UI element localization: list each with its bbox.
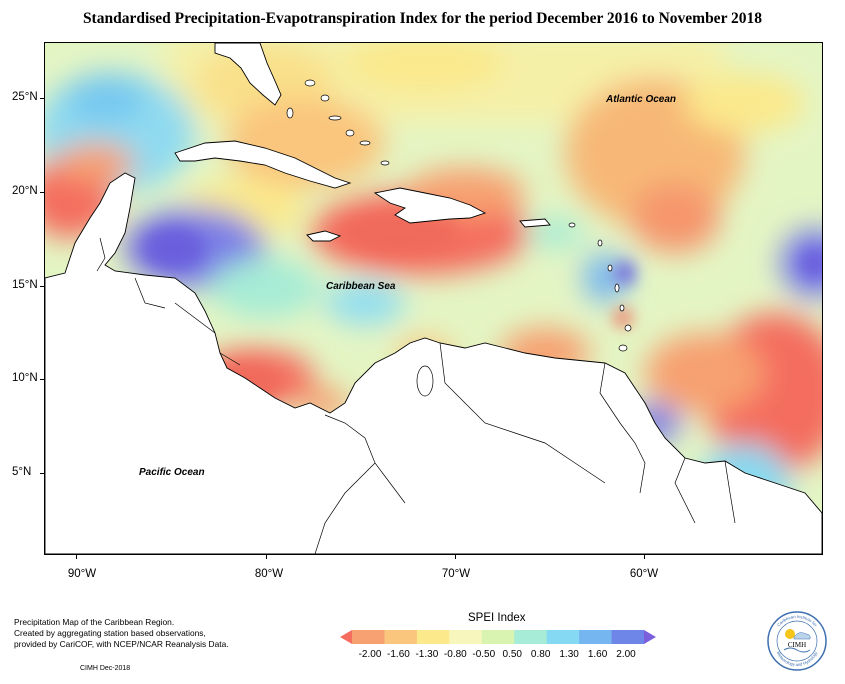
legend-swatch [579,630,613,644]
legend-swatch [416,630,450,644]
lon-tick [455,554,456,559]
legend-swatch [481,630,515,644]
notes-line-3: provided by CariCOF, with NCEP/NCAR Rean… [14,639,229,649]
lat-label-20n: 20°N [12,185,38,197]
lat-label-15n: 15°N [12,279,38,291]
spei-field [45,43,822,554]
legend-value-label: 0.80 [530,649,551,660]
legend-title: SPEI Index [468,612,526,624]
notes-line-2: Created by aggregating station based obs… [14,628,206,638]
lat-tick [40,473,45,474]
legend-swatch [449,630,483,644]
legend-swatch [546,630,580,644]
lon-label-60w: 60°W [629,568,659,580]
logo-center-text: CIMH [788,641,806,649]
lat-tick [40,98,45,99]
small-islands [286,79,632,397]
legend-colorbar [340,630,656,644]
lat-label-25n: 25°N [12,91,38,103]
legend-value-label: -2.00 [358,649,382,660]
legend-swatch [352,630,385,644]
lon-tick [266,554,267,559]
country-borders [96,237,736,554]
caribbean-sea-label: Caribbean Sea [326,281,396,292]
legend-value-label: 2.00 [616,649,636,660]
legend-value-label: -1.30 [415,649,439,660]
lon-tick [76,554,77,559]
lat-tick [40,379,45,380]
lat-label-5n: 5°N [12,466,32,478]
lon-label-90w: 90°W [67,568,97,580]
cimh-logo: CIMH Caribbean Institute for Meteorology… [767,611,827,671]
spei-map [44,42,823,555]
legend-swatch [644,630,656,644]
pacific-ocean-label: Pacific Ocean [139,467,205,478]
legend-value-label: -1.60 [387,649,410,660]
legend-value-label: 1.60 [587,649,608,660]
legend-swatch [340,630,352,644]
legend-value-label: 0.50 [502,649,522,660]
lat-tick [40,192,45,193]
legend-value-label: 1.30 [559,649,579,660]
legend-swatch [384,630,418,644]
map-notes: Precipitation Map of the Caribbean Regio… [14,617,254,650]
lon-label-80w: 80°W [254,568,284,580]
lat-label-10n: 10°N [12,372,38,384]
credit-text: CIMH Dec-2018 [80,665,131,672]
lon-label-70w: 70°W [441,568,471,580]
legend-value-label: -0.80 [443,649,467,660]
legend-swatch [514,630,548,644]
legend-labels: -2.00 -1.60 -1.30 -0.80 -0.50 0.50 0.80 1.30 1.6… [340,649,656,663]
notes-line-1: Precipitation Map of the Caribbean Regio… [14,617,175,627]
atlantic-ocean-label: Atlantic Ocean [606,94,677,105]
lat-tick [40,286,45,287]
legend-swatch [611,630,645,644]
map-title: Standardised Precipitation-Evapotranspir… [82,10,763,27]
legend-value-label: -0.50 [472,649,496,660]
lon-tick [644,554,645,559]
